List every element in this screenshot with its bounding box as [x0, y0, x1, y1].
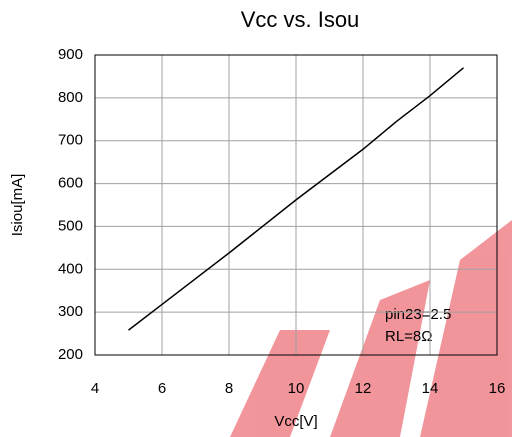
- plot-frame: [94, 54, 498, 356]
- x-tick-label: 12: [355, 380, 372, 397]
- y-tick-label: 900: [58, 46, 83, 63]
- x-tick-label: 4: [91, 380, 99, 397]
- x-tick-label: 10: [288, 380, 305, 397]
- x-tick-label: 6: [158, 380, 166, 397]
- x-axis-label: Vcc[V]: [274, 413, 317, 430]
- y-tick-label: 300: [58, 303, 83, 320]
- y-tick-label: 600: [58, 175, 83, 192]
- y-axis-label: Isiou[mA]: [9, 174, 26, 237]
- x-tick-label: 8: [225, 380, 233, 397]
- watermark: [230, 220, 512, 437]
- x-tick-label: 16: [489, 380, 506, 397]
- data-line: [128, 67, 464, 331]
- annotation: RL=8Ω: [385, 328, 433, 345]
- y-tick-label: 500: [58, 217, 83, 234]
- y-tick-label: 800: [58, 89, 83, 106]
- y-tick-label: 700: [58, 132, 83, 149]
- annotation: pin23=2.5: [385, 306, 451, 323]
- x-tick-label: 14: [422, 380, 439, 397]
- y-tick-label: 200: [58, 346, 83, 363]
- chart-title: Vcc vs. Isou: [241, 7, 360, 32]
- y-tick-label: 400: [58, 260, 83, 277]
